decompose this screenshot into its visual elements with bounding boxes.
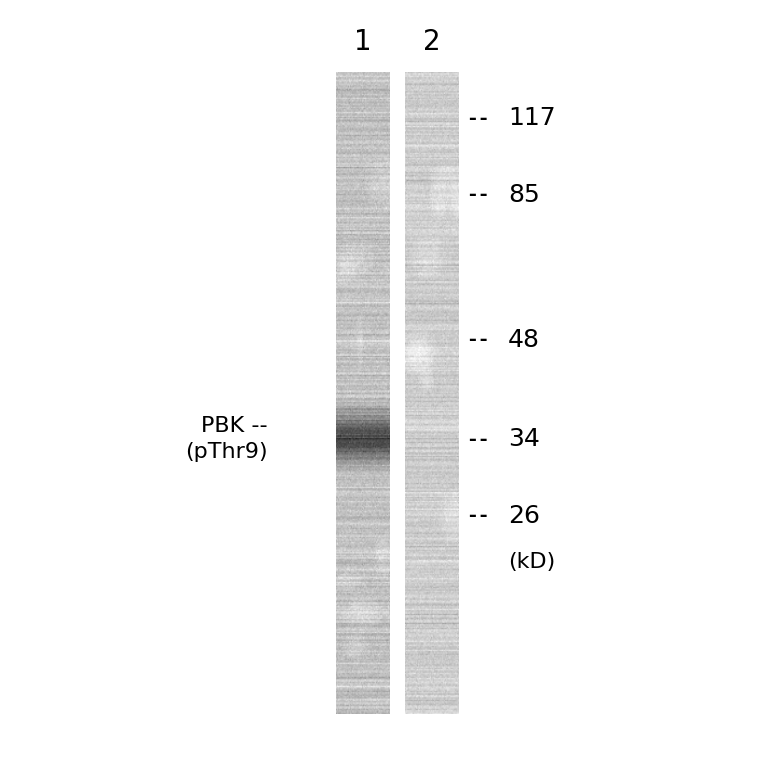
- Text: --: --: [466, 507, 489, 525]
- Text: 85: 85: [508, 183, 540, 207]
- Text: 48: 48: [508, 328, 540, 352]
- Text: (kD): (kD): [508, 552, 555, 571]
- Text: 26: 26: [508, 503, 540, 528]
- Text: 1: 1: [354, 28, 372, 56]
- Text: 117: 117: [508, 106, 555, 131]
- Text: 2: 2: [422, 28, 441, 56]
- Text: --: --: [466, 430, 489, 448]
- Text: --: --: [466, 331, 489, 349]
- Text: PBK --
(pThr9): PBK -- (pThr9): [185, 416, 267, 462]
- Text: --: --: [466, 109, 489, 128]
- Text: --: --: [466, 186, 489, 204]
- Text: 34: 34: [508, 427, 540, 452]
